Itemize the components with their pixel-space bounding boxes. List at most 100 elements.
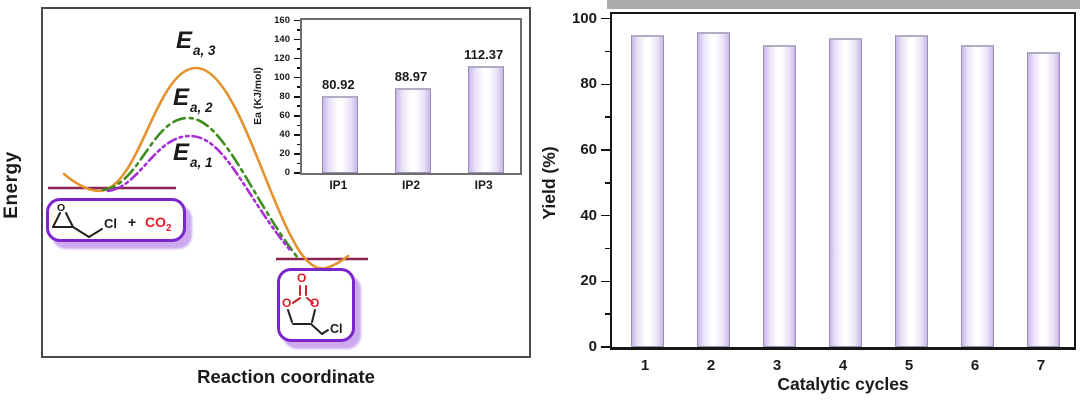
inset-y-tick bbox=[297, 124, 300, 127]
curve-label-ea2-sub: a, 2 bbox=[190, 100, 213, 115]
yield-y-tick bbox=[605, 116, 610, 118]
inset-y-tick bbox=[294, 172, 300, 174]
product-molecule-box: O O O Cl bbox=[277, 268, 355, 342]
inset-y-tick-label: 120 bbox=[274, 52, 290, 64]
inset-y-tick-label: 20 bbox=[279, 147, 290, 159]
yield-y-tick bbox=[605, 182, 610, 184]
yield-y-tick bbox=[605, 50, 610, 53]
curve-ea2 bbox=[101, 116, 300, 260]
reactant-bonds bbox=[52, 212, 103, 238]
yield-x-category-label: 3 bbox=[772, 357, 782, 374]
inset-y-tick bbox=[294, 57, 300, 60]
yield-x-category-label: 6 bbox=[970, 357, 980, 374]
yield-y-tick-label: 20 bbox=[580, 272, 597, 290]
yield-y-tick-label: 80 bbox=[580, 75, 597, 93]
catalytic-cycles-axis-title: Catalytic cycles bbox=[777, 374, 909, 394]
carbonyl-oxygen-label: O bbox=[297, 271, 307, 285]
curve-label-ea2-main: E bbox=[173, 84, 190, 111]
energy-diagram-panel: Ea, 3 Ea, 2 Ea, 1 O Cl + CO2 bbox=[41, 7, 531, 358]
yield-y-tick-label: 60 bbox=[580, 141, 597, 159]
yield-x-category-label: 2 bbox=[706, 357, 716, 374]
inset-y-tick-label: 60 bbox=[279, 109, 290, 121]
inset-bar-value-label: 80.92 bbox=[322, 76, 355, 92]
yield-bar-6 bbox=[960, 44, 994, 347]
reactant-molecule-box: O Cl + CO2 bbox=[46, 198, 186, 242]
energy-curves-svg bbox=[48, 66, 368, 270]
yield-x-category-label: 4 bbox=[838, 357, 848, 374]
inset-bar-IP3 bbox=[467, 65, 504, 173]
curve-label-ea3: Ea, 3 bbox=[176, 27, 216, 58]
curve-label-ea2: Ea, 2 bbox=[173, 84, 213, 115]
yield-y-tick bbox=[605, 247, 610, 250]
inset-y-tick bbox=[297, 29, 300, 31]
yield-bar-4 bbox=[828, 38, 862, 347]
inset-y-tick-label: 80 bbox=[279, 90, 290, 102]
inset-y-tick bbox=[297, 162, 300, 165]
yield-bar-1 bbox=[630, 35, 664, 347]
inset-y-tick bbox=[294, 115, 300, 117]
curve-label-ea3-main: E bbox=[176, 27, 193, 54]
yield-y-tick bbox=[601, 17, 610, 20]
yield-y-tick-label: 40 bbox=[580, 206, 597, 224]
inset-bar-value-label: 88.97 bbox=[394, 69, 428, 85]
yield-x-category-label: 1 bbox=[640, 357, 650, 374]
inset-bar-IP1 bbox=[322, 95, 359, 173]
yield-bar-5 bbox=[894, 35, 928, 347]
inset-y-tick-label: 0 bbox=[284, 167, 290, 178]
yield-plot-area bbox=[610, 12, 1076, 350]
inset-y-tick bbox=[297, 143, 300, 146]
yield-y-tick-label: 0 bbox=[588, 338, 597, 355]
product-bonds bbox=[287, 285, 329, 335]
yield-x-category-label: 5 bbox=[904, 357, 914, 374]
inset-y-tick bbox=[297, 86, 300, 89]
plus-sign: + bbox=[128, 214, 137, 230]
yield-x-category-label: 7 bbox=[1036, 357, 1046, 374]
curve-label-ea1-sub: a, 1 bbox=[190, 155, 213, 170]
reaction-coordinate-axis-title: Reaction coordinate bbox=[197, 366, 375, 387]
inset-y-tick bbox=[294, 76, 300, 79]
inset-ea-bar-chart: Ea (KJ/mol) 0 20 40 60 80 100 120 140 160 80.92 IP… bbox=[43, 9, 529, 356]
inset-y-tick-label: 40 bbox=[279, 128, 290, 140]
yield-bar-3 bbox=[762, 44, 796, 347]
yield-y-tick bbox=[601, 346, 610, 348]
inset-y-tick bbox=[297, 48, 300, 50]
co2-label: CO2 bbox=[145, 215, 172, 236]
inset-x-category-label: IP2 bbox=[401, 178, 420, 192]
yield-bar-2 bbox=[696, 31, 730, 347]
yield-y-tick bbox=[601, 83, 610, 86]
reactant-chlorine-label: Cl bbox=[104, 216, 117, 231]
inset-x-category-label: IP1 bbox=[329, 178, 348, 192]
inset-y-tick bbox=[297, 105, 300, 108]
curve-label-ea1: Ea, 1 bbox=[173, 139, 213, 170]
inset-y-tick bbox=[294, 19, 300, 22]
inset-y-tick-label: 140 bbox=[274, 33, 290, 45]
product-chlorine-label: Cl bbox=[330, 322, 343, 336]
inset-y-tick bbox=[294, 38, 300, 41]
inset-bar-IP2 bbox=[395, 88, 431, 173]
inset-y-tick-label: 100 bbox=[274, 71, 290, 83]
inset-y-tick bbox=[294, 153, 300, 155]
inset-plot-area bbox=[300, 18, 522, 175]
yield-y-tick-label: 100 bbox=[571, 9, 597, 27]
ring-oxygen-right-label: O bbox=[310, 296, 320, 310]
yield-bar-7 bbox=[1026, 51, 1060, 347]
yield-y-tick bbox=[601, 214, 610, 217]
inset-bar-value-label: 112.37 bbox=[464, 46, 504, 62]
curve-ea1 bbox=[106, 134, 292, 252]
inset-y-tick bbox=[294, 95, 300, 98]
epoxide-oxygen-label: O bbox=[57, 202, 66, 214]
yield-y-tick bbox=[601, 149, 610, 151]
co2-subscript: 2 bbox=[166, 222, 172, 234]
top-gray-strip bbox=[607, 0, 1080, 9]
inset-x-category-label: IP3 bbox=[474, 178, 493, 192]
inset-y-tick-label: 160 bbox=[274, 14, 290, 26]
curve-label-ea1-main: E bbox=[173, 139, 190, 166]
ring-oxygen-left-label: O bbox=[282, 296, 292, 310]
inset-y-tick bbox=[294, 134, 300, 136]
curve-label-ea3-sub: a, 3 bbox=[193, 43, 216, 58]
yield-y-tick bbox=[605, 313, 610, 315]
co2-main: CO bbox=[145, 214, 166, 230]
inset-y-tick bbox=[297, 67, 300, 69]
